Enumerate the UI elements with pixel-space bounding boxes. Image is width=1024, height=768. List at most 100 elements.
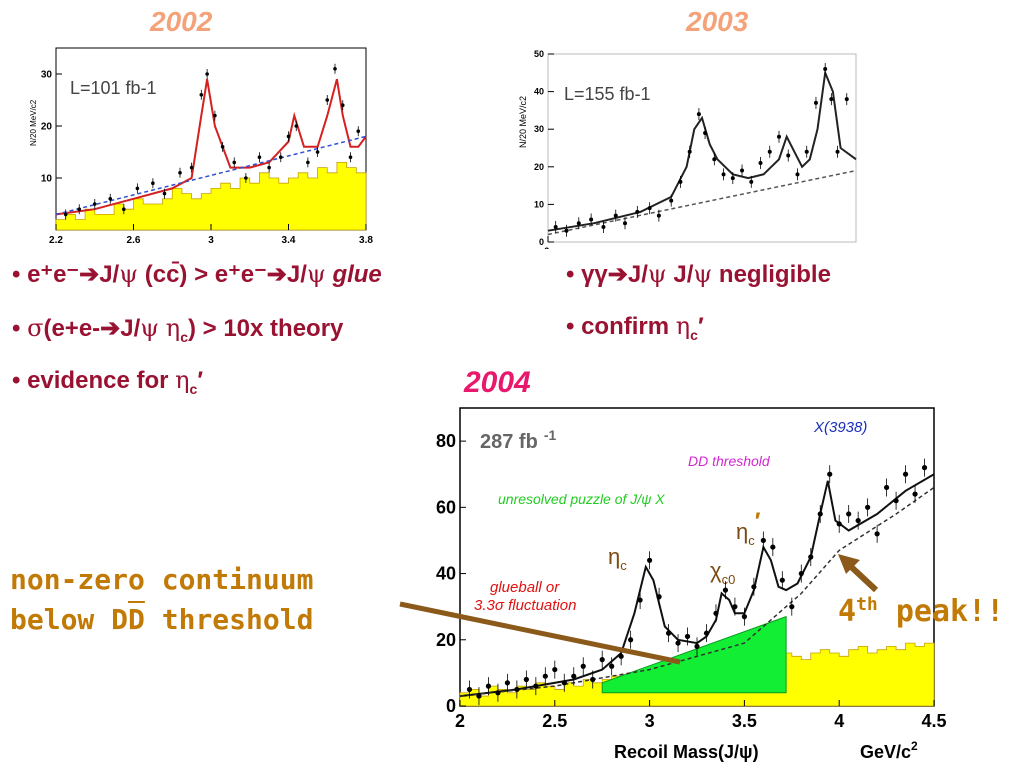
y-tick-label: 40 (436, 564, 456, 584)
data-point (623, 221, 627, 226)
data-point (836, 521, 842, 527)
y-tick-label: 20 (436, 630, 456, 650)
data-point (813, 100, 818, 105)
data-point (466, 686, 473, 693)
data-point (760, 537, 766, 544)
data-point (835, 149, 840, 154)
data-point (514, 686, 520, 693)
data-point (740, 168, 745, 173)
data-point (884, 484, 890, 491)
data-point (122, 207, 126, 211)
annotation-dd-threshold: DD threshold (688, 453, 771, 469)
y-tick-label: 0 (446, 696, 456, 716)
data-point (678, 179, 683, 184)
data-point (696, 112, 701, 117)
data-point (333, 67, 337, 71)
y-tick-label: 10 (41, 173, 53, 184)
heading-2004: 2004 (464, 366, 531, 399)
series-line-0 (547, 68, 857, 232)
data-point (257, 155, 262, 159)
data-point (476, 693, 482, 699)
data-point (178, 171, 182, 175)
y-axis-label: N/20 MeV/c2 (518, 96, 528, 148)
data-point (533, 683, 539, 689)
bullet-confirm-etac-prime: • confirm ηc′ (566, 312, 704, 343)
x-tick-label: 4.5 (921, 711, 946, 731)
data-point (580, 663, 586, 669)
data-point (865, 504, 871, 510)
data-point (553, 224, 558, 229)
data-point (902, 471, 909, 477)
data-point (808, 554, 814, 560)
data-point (823, 67, 828, 72)
data-point (635, 209, 640, 214)
data-point (637, 597, 643, 603)
data-point (189, 165, 194, 170)
annotation-fluctuation: 3.3σ fluctuation (474, 597, 576, 614)
data-point (730, 176, 735, 181)
data-point (599, 657, 605, 663)
label-etac-prime: ηc′ (736, 508, 761, 548)
plot-2002: N/20 MeV/c2 L=101 fb-1 2.2 2.6 3 3.4 3.8 10 20… (29, 47, 373, 244)
data-point (712, 157, 717, 162)
series-line-1 (547, 169, 857, 236)
data-point (609, 663, 615, 669)
data-point (618, 653, 624, 659)
y-tick-label: 20 (534, 162, 544, 172)
y-tick-label: 0 (539, 237, 544, 247)
callout-continuum: non-zero continuum below DD threshold (10, 563, 314, 636)
luminosity-label: L=155 fb-1 (564, 84, 651, 104)
data-point (751, 584, 757, 590)
x-tick-label: 3 (208, 235, 214, 244)
data-point (656, 213, 661, 218)
data-point (827, 471, 833, 477)
x-tick-label: 2. (544, 246, 552, 249)
y-tick-label: 40 (534, 87, 544, 97)
data-point (789, 604, 795, 610)
data-point (665, 630, 672, 636)
data-point (798, 570, 804, 577)
data-point (340, 103, 345, 107)
data-point (829, 97, 834, 102)
data-point (804, 149, 809, 154)
data-point (108, 197, 113, 201)
data-point (162, 191, 167, 196)
data-point (628, 637, 634, 643)
y-tick-label: 50 (534, 49, 544, 59)
continuum-fill (601, 615, 787, 694)
data-point (770, 544, 776, 550)
data-point (874, 531, 880, 537)
data-point (294, 124, 299, 128)
plot-2004: 287 fb -1 Recoil Mass(J/ψ) GeV/c2 X(3938)… (436, 407, 947, 762)
data-point (601, 224, 606, 229)
data-point (589, 217, 594, 222)
bullet-ccbar: • e⁺e⁻➔J/ψ (cc̄) > e⁺e⁻➔J/ψ glue (12, 260, 382, 288)
data-point (576, 221, 581, 226)
data-point (684, 633, 691, 640)
luminosity-label: 287 fb -1 (480, 427, 556, 453)
data-point (220, 145, 225, 149)
y-tick-label: 20 (41, 121, 53, 132)
data-point (561, 680, 567, 686)
data-point (356, 129, 361, 133)
data-point (855, 517, 861, 524)
data-point (613, 213, 618, 218)
annotation-x3938: X(3938) (813, 419, 867, 436)
data-point (844, 97, 849, 102)
data-point (647, 206, 652, 211)
data-point (893, 498, 899, 504)
x-tick-label: 2.6 (127, 235, 141, 244)
data-point (687, 149, 692, 154)
data-point (590, 676, 596, 683)
callout-fourth-peak: 4th peak!! (838, 594, 1005, 629)
x-tick-label: 3.4 (282, 235, 296, 244)
x-axis-label: Recoil Mass(J/ψ) (614, 742, 759, 762)
y-axis-label: N/20 MeV/c2 (29, 99, 38, 146)
bullet-gamma-gamma: • γγ➔J/ψ J/ψ negligible (566, 260, 831, 288)
data-point (325, 98, 330, 102)
data-point (542, 673, 548, 679)
data-point (267, 165, 271, 170)
data-point (571, 673, 577, 679)
y-tick-label: 80 (436, 431, 456, 451)
data-point (77, 207, 82, 211)
